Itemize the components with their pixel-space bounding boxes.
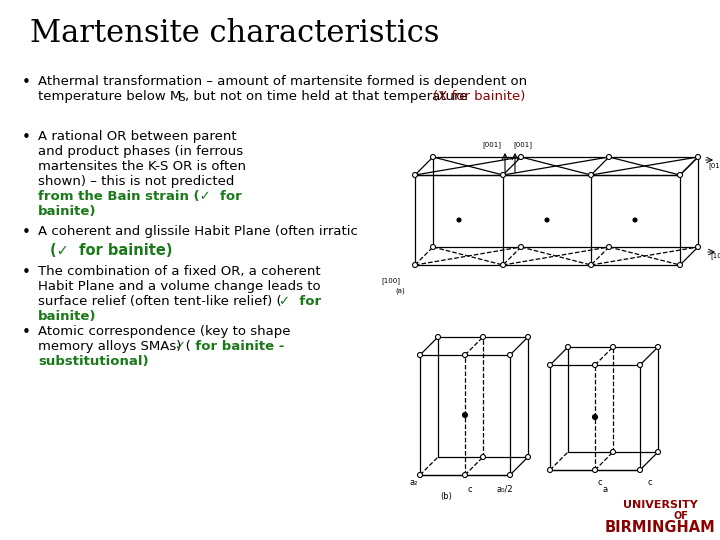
Circle shape [480, 334, 485, 340]
Text: a₀/2: a₀/2 [497, 485, 513, 494]
Circle shape [593, 468, 598, 472]
Text: a₂: a₂ [410, 478, 418, 487]
Text: •: • [22, 130, 31, 145]
Text: , but not on time held at that temperature: , but not on time held at that temperatu… [185, 90, 472, 103]
Circle shape [413, 172, 418, 178]
Circle shape [611, 345, 616, 349]
Circle shape [696, 154, 701, 159]
Circle shape [462, 413, 467, 417]
Text: bainite): bainite) [38, 310, 96, 323]
Text: [001]: [001] [482, 141, 501, 148]
Circle shape [418, 472, 423, 477]
Circle shape [480, 455, 485, 460]
Text: S: S [178, 93, 184, 103]
Text: BIRMINGHAM: BIRMINGHAM [605, 520, 716, 535]
Circle shape [655, 449, 660, 455]
Circle shape [655, 345, 660, 349]
Circle shape [500, 172, 505, 178]
Text: c: c [648, 478, 652, 487]
Circle shape [457, 218, 461, 222]
Circle shape [518, 154, 523, 159]
Circle shape [545, 218, 549, 222]
Circle shape [633, 218, 637, 222]
Text: c: c [598, 478, 603, 487]
Circle shape [526, 455, 531, 460]
Text: [100]: [100] [710, 252, 720, 259]
Circle shape [508, 472, 513, 477]
Text: ✓  for: ✓ for [279, 295, 321, 308]
Text: [100]: [100] [381, 277, 400, 284]
Text: [010]: [010] [708, 162, 720, 168]
Circle shape [431, 154, 436, 159]
Circle shape [637, 468, 642, 472]
Circle shape [593, 362, 598, 368]
Text: A coherent and glissile Habit Plane (often irratic: A coherent and glissile Habit Plane (oft… [38, 225, 358, 238]
Text: from the Bain strain (✓  for: from the Bain strain (✓ for [38, 190, 242, 203]
Text: Atomic correspondence (key to shape: Atomic correspondence (key to shape [38, 325, 290, 338]
Circle shape [508, 353, 513, 357]
Circle shape [696, 245, 701, 249]
Circle shape [462, 353, 467, 357]
Text: (X for bainite): (X for bainite) [433, 90, 526, 103]
Circle shape [606, 245, 611, 249]
Circle shape [565, 345, 570, 349]
Text: [001]: [001] [513, 141, 532, 148]
Text: (a): (a) [395, 287, 405, 294]
Circle shape [547, 468, 552, 472]
Text: (✓  for bainite): (✓ for bainite) [50, 243, 173, 258]
Circle shape [431, 245, 436, 249]
Text: OF: OF [674, 511, 688, 521]
Text: A rational OR between parent: A rational OR between parent [38, 130, 237, 143]
Text: Habit Plane and a volume change leads to: Habit Plane and a volume change leads to [38, 280, 320, 293]
Circle shape [606, 154, 611, 159]
Text: UNIVERSITY: UNIVERSITY [623, 500, 698, 510]
Circle shape [500, 262, 505, 267]
Text: memory alloys SMAs) (: memory alloys SMAs) ( [38, 340, 191, 353]
Text: The combination of a fixed OR, a coherent: The combination of a fixed OR, a coheren… [38, 265, 320, 278]
Circle shape [418, 353, 423, 357]
Text: •: • [22, 325, 31, 340]
Circle shape [678, 172, 683, 178]
Text: Athermal transformation – amount of martensite formed is dependent on: Athermal transformation – amount of mart… [38, 75, 527, 88]
Text: •: • [22, 265, 31, 280]
Text: surface relief (often tent-like relief) (: surface relief (often tent-like relief) … [38, 295, 282, 308]
Circle shape [678, 262, 683, 267]
Circle shape [547, 362, 552, 368]
Text: ✓  for bainite -: ✓ for bainite - [175, 340, 284, 353]
Text: martensites the K-S OR is often: martensites the K-S OR is often [38, 160, 246, 173]
Text: •: • [22, 75, 31, 90]
Text: (b): (b) [440, 492, 452, 501]
Circle shape [588, 172, 593, 178]
Circle shape [436, 334, 441, 340]
Circle shape [462, 472, 467, 477]
Circle shape [526, 334, 531, 340]
Text: •: • [22, 225, 31, 240]
Text: Martensite characteristics: Martensite characteristics [30, 18, 439, 49]
Circle shape [413, 262, 418, 267]
Circle shape [518, 245, 523, 249]
Text: a: a [603, 485, 608, 494]
Text: and product phases (in ferrous: and product phases (in ferrous [38, 145, 243, 158]
Text: c: c [468, 485, 472, 494]
Circle shape [593, 415, 598, 420]
Circle shape [611, 449, 616, 455]
Text: bainite): bainite) [38, 205, 96, 218]
Circle shape [588, 262, 593, 267]
Text: substitutional): substitutional) [38, 355, 148, 368]
Circle shape [637, 362, 642, 368]
Text: shown) – this is not predicted: shown) – this is not predicted [38, 175, 235, 188]
Text: temperature below M: temperature below M [38, 90, 181, 103]
